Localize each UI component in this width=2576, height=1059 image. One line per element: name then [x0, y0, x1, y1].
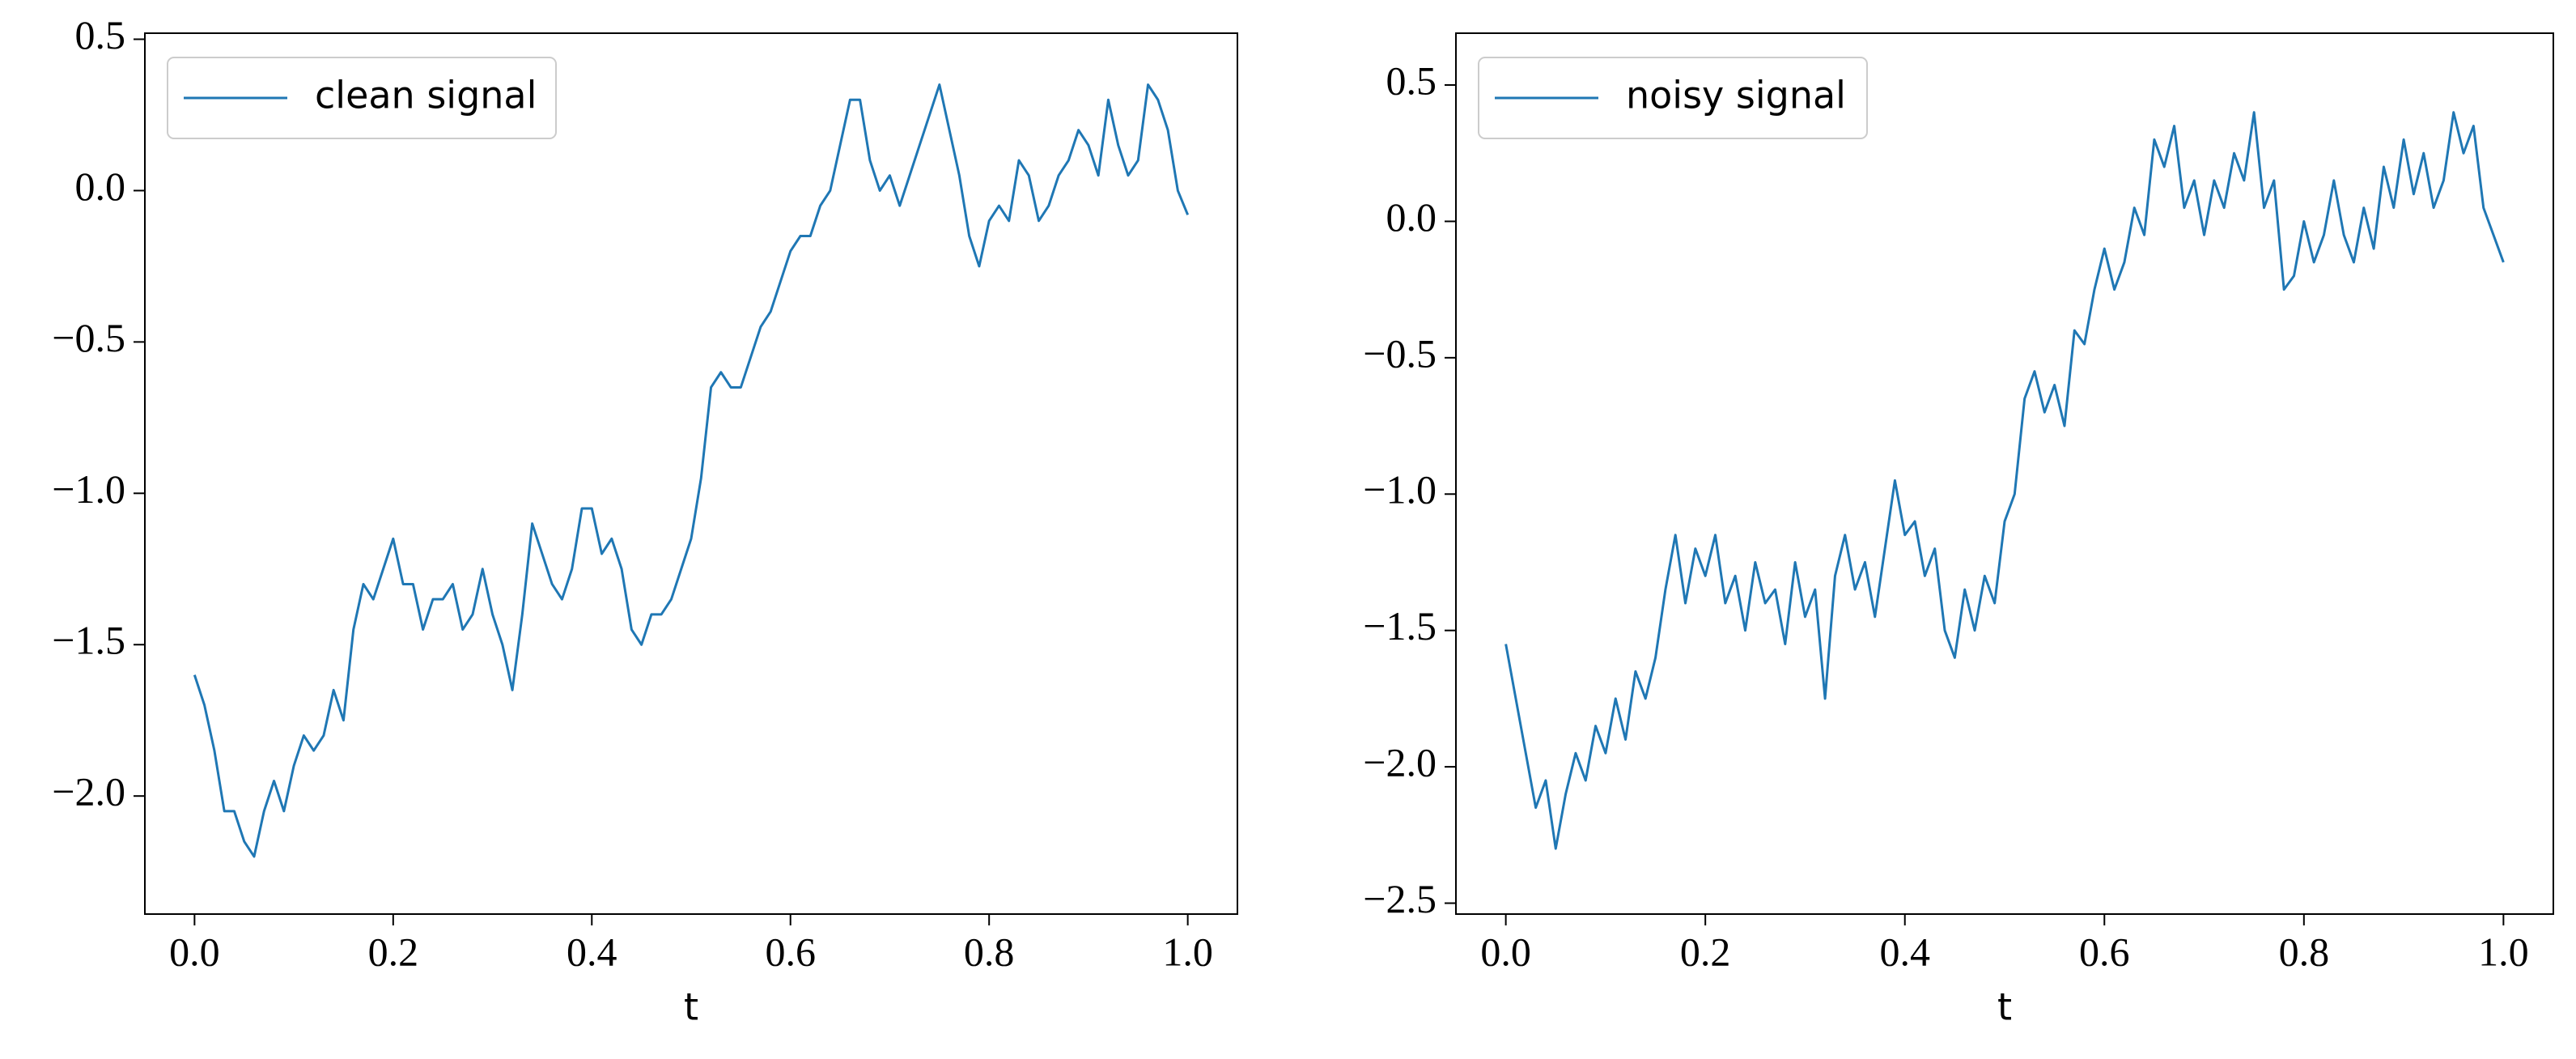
- x-tick-label: 0.0: [169, 929, 220, 974]
- x-tick-label: 0.2: [1680, 929, 1731, 974]
- x-tick-label: 1.0: [1162, 929, 1213, 974]
- x-tick-label: 0.6: [2079, 929, 2130, 974]
- x-axis-label: t: [684, 985, 698, 1029]
- x-axis-label: t: [1997, 985, 2012, 1029]
- y-tick-label: −0.5: [1363, 330, 1437, 376]
- y-tick-label: −2.5: [1363, 876, 1437, 921]
- y-tick-label: 0.5: [75, 12, 126, 57]
- axes-frame: [1455, 32, 2554, 915]
- x-tick-label: 0.8: [2279, 929, 2330, 974]
- y-tick-label: −1.5: [52, 618, 125, 663]
- y-tick-label: 0.0: [75, 164, 126, 209]
- data-line: [193, 83, 1190, 858]
- y-tick-label: −1.0: [52, 466, 125, 512]
- legend-label: clean signal: [315, 74, 537, 117]
- legend-label: noisy signal: [1626, 74, 1846, 117]
- data-line: [1504, 111, 2505, 850]
- legend-box: [167, 57, 557, 139]
- x-tick-label: 0.4: [1879, 929, 1930, 974]
- y-tick-label: −0.5: [52, 315, 125, 360]
- x-tick-label: 0.0: [1480, 929, 1531, 974]
- legend-box: [1478, 57, 1868, 139]
- x-tick-label: 0.2: [368, 929, 419, 974]
- x-tick-label: 0.8: [964, 929, 1015, 974]
- y-tick-label: 0.5: [1386, 57, 1437, 103]
- x-tick-label: 0.4: [567, 929, 617, 974]
- y-tick-label: −2.0: [52, 769, 125, 814]
- y-tick-label: −1.5: [1363, 603, 1437, 649]
- axes-frame: [144, 32, 1238, 915]
- y-tick-label: −1.0: [1363, 467, 1437, 512]
- y-tick-label: −2.0: [1363, 740, 1437, 785]
- y-tick-label: 0.0: [1386, 194, 1437, 240]
- x-tick-label: 1.0: [2478, 929, 2529, 974]
- x-tick-label: 0.6: [765, 929, 816, 974]
